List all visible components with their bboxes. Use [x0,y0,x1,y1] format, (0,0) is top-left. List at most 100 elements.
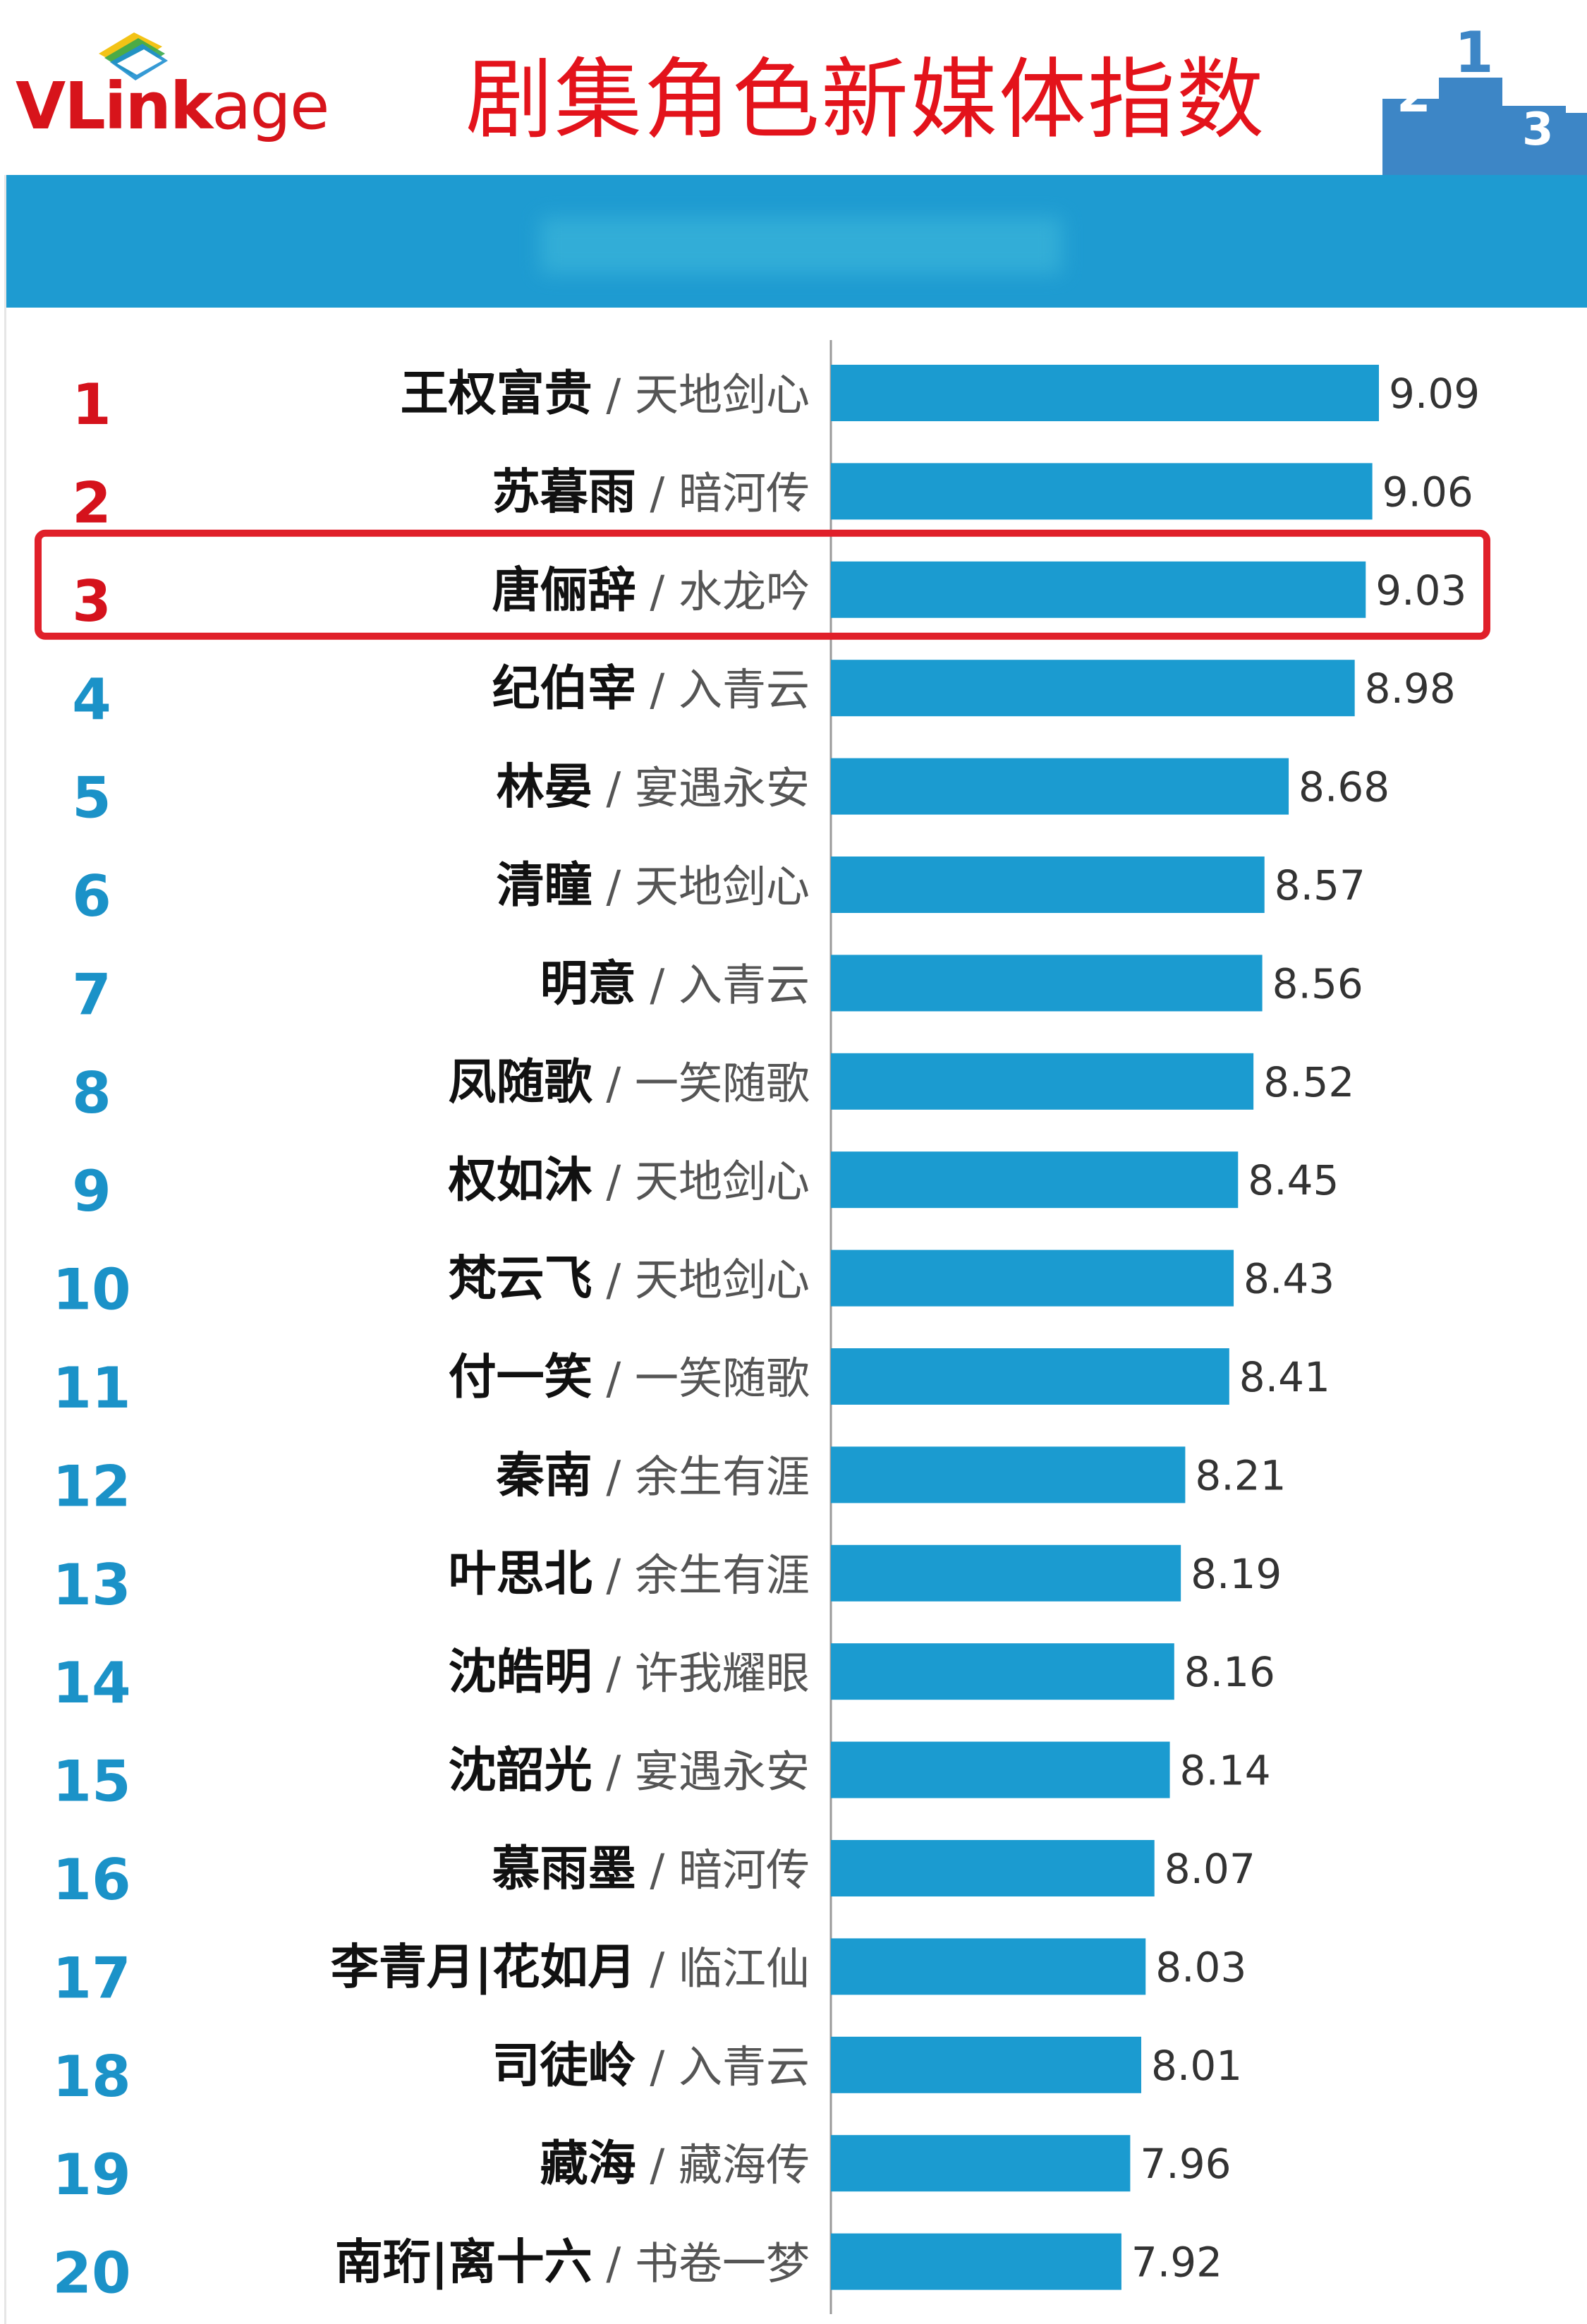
rank-number: 2 [72,470,111,535]
value-label: 8.14 [1180,1747,1271,1795]
rank-number: 18 [52,2044,130,2110]
podium-digit-3: 3 [1522,104,1554,156]
rank-number: 5 [72,765,111,831]
bar [831,1643,1174,1700]
drama-title: / 余生有涯 [592,1451,810,1502]
bar [831,1446,1186,1503]
row-label: 秦南 / 余生有涯 [496,1448,810,1503]
drama-title: / 暗河传 [636,1844,810,1896]
row-label: 纪伯宰 / 入青云 [492,661,810,717]
rank-number: 4 [72,667,111,732]
rank-number: 15 [52,1749,130,1815]
character-name: 叶思北 [449,1547,592,1602]
bar [831,2036,1141,2093]
character-name: 苏暮雨 [492,464,636,520]
row-label: 付一笑 / 一笑随歌 [449,1350,810,1405]
drama-title: / 临江仙 [636,1942,810,1994]
character-name: 纪伯宰 [492,661,636,717]
drama-title: / 书卷一梦 [592,2238,810,2289]
page-frame-left [4,175,6,2324]
drama-title: / 藏海传 [636,2139,810,2191]
value-label: 7.96 [1140,2140,1231,2188]
row-label: 慕雨墨 / 暗河传 [492,1841,810,1897]
value-label: 8.98 [1365,665,1456,713]
character-name: 权如沐 [448,1153,592,1209]
bar [831,561,1366,618]
rank-number: 12 [52,1453,130,1519]
row-label: 清瞳 / 天地剑心 [497,858,810,914]
drama-title: / 水龙吟 [636,566,810,617]
drama-title: / 天地剑心 [592,369,810,420]
value-label: 9.06 [1382,468,1473,516]
value-label: 8.52 [1263,1058,1354,1106]
drama-title: / 入青云 [636,959,810,1010]
bar [831,955,1263,1012]
drama-title: / 天地剑心 [592,861,810,912]
drama-title: / 宴遇永安 [592,1746,810,1798]
rank-number: 11 [52,1355,130,1421]
row-label: 苏暮雨 / 暗河传 [492,464,810,520]
bar [831,1348,1229,1405]
character-name: 南珩|离十六 [335,2235,592,2291]
character-name: 唐俪辞 [492,563,636,619]
bar [831,1544,1181,1602]
bar [831,857,1265,913]
rank-number: 13 [52,1552,130,1618]
bar [831,365,1379,421]
rank-number: 19 [52,2142,130,2208]
value-label: 8.01 [1151,2042,1242,2090]
character-name: 林晏 [497,760,592,816]
drama-title: / 入青云 [636,2041,810,2093]
row-label: 南珩|离十六 / 书卷一梦 [335,2235,810,2291]
bar [831,758,1289,815]
character-name: 清瞳 [497,858,592,914]
rank-number: 1 [72,372,111,437]
logo-text: VLinkage [16,74,329,139]
row-label: 唐俪辞 / 水龙吟 [492,563,810,619]
value-label: 9.03 [1375,567,1466,615]
podium-digit-1: 1 [1454,28,1494,85]
logo-cards-icon [99,32,168,80]
value-label: 8.68 [1299,763,1390,811]
banner-obscured-text [540,217,1062,274]
bar [831,463,1373,520]
value-label: 8.43 [1244,1255,1334,1303]
podium-icon: 2 1 3 [1382,28,1587,176]
bar [831,1840,1155,1896]
drama-title: / 天地剑心 [592,1254,810,1306]
rank-number: 3 [72,569,111,634]
value-label: 8.21 [1195,1451,1286,1499]
character-name: 付一笑 [449,1350,592,1405]
page-title: 剧集角色新媒体指数 [466,49,1266,151]
value-label: 8.56 [1272,960,1363,1007]
character-name: 慕雨墨 [492,1841,636,1897]
drama-title: / 一笑随歌 [592,1352,810,1404]
header-banner [4,175,1587,308]
row-label: 明意 / 入青云 [540,956,810,1012]
drama-title: / 入青云 [636,664,810,715]
bar [831,1249,1234,1307]
character-name: 沈皓明 [449,1645,592,1700]
row-label: 凤随歌 / 一笑随歌 [449,1055,810,1110]
drama-title: / 宴遇永安 [592,763,810,814]
character-name: 梵云飞 [449,1252,592,1307]
logo-text-bold: VLink [16,68,213,144]
value-label: 8.57 [1275,861,1366,909]
bar [831,1053,1254,1110]
character-name: 藏海 [540,2136,636,2192]
bar [831,2135,1131,2192]
drama-title: / 余生有涯 [592,1549,810,1601]
value-label: 8.07 [1165,1845,1255,1893]
character-name: 王权富贵 [401,366,592,422]
value-label: 7.92 [1131,2239,1222,2287]
rank-number: 17 [52,1945,130,2011]
drama-title: / 暗河传 [636,467,810,519]
value-label: 8.41 [1239,1353,1330,1401]
rank-number: 16 [52,1847,130,1913]
row-label: 沈皓明 / 许我耀眼 [449,1645,810,1700]
rank-number: 14 [52,1650,130,1716]
character-name: 李青月|花如月 [331,1939,636,1995]
logo-text-rest: age [212,68,329,144]
